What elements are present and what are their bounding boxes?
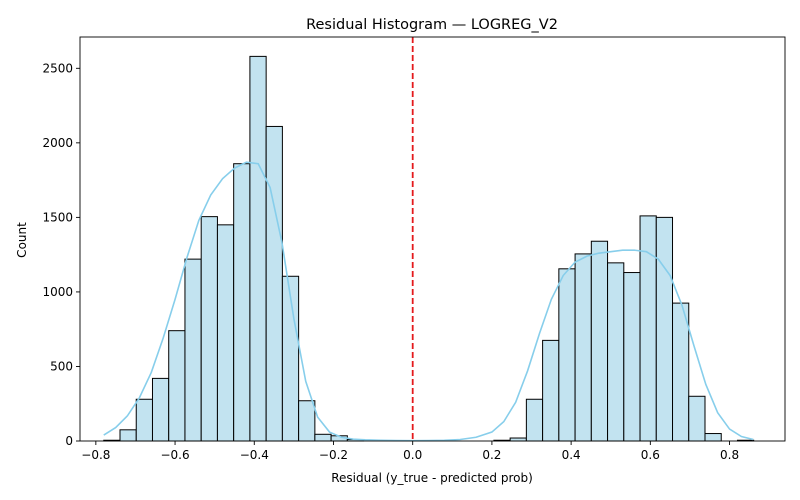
kde-curve <box>103 161 754 442</box>
histogram-bar <box>168 330 186 442</box>
x-tick-label: −0.4 <box>240 448 269 462</box>
histogram-bar <box>184 258 202 442</box>
histogram-bar <box>298 400 316 442</box>
histogram-bar <box>655 216 674 442</box>
histogram-bar <box>151 377 170 442</box>
x-axis-ticks: −0.8 −0.6 −0.4 −0.2 0.0 0.2 0.4 0.6 0.8 <box>81 441 739 462</box>
x-tick-label: −0.6 <box>160 448 189 462</box>
histogram-bar <box>672 302 690 442</box>
histogram-bars <box>103 55 755 442</box>
y-axis-title: Count <box>15 222 29 258</box>
histogram-bar <box>216 224 235 442</box>
histogram-bar <box>200 216 218 442</box>
histogram-bar <box>135 398 153 442</box>
x-tick-label: 0.6 <box>641 448 660 462</box>
histogram-bar <box>623 272 641 442</box>
histogram-bar <box>525 398 544 442</box>
histogram-bar <box>249 55 267 442</box>
x-tick-label: −0.2 <box>319 448 348 462</box>
histogram-bar <box>314 433 332 442</box>
y-tick-label: 2500 <box>42 61 73 75</box>
histogram-bar <box>542 339 560 442</box>
x-tick-label: 0.4 <box>562 448 581 462</box>
y-tick-label: 1000 <box>42 285 73 299</box>
chart-title: Residual Histogram — LOGREG_V2 <box>306 17 558 33</box>
histogram-bar <box>558 268 576 442</box>
y-tick-label: 2000 <box>42 136 73 150</box>
plot-frame <box>79 36 786 442</box>
x-tick-label: −0.8 <box>81 448 110 462</box>
histogram-bar <box>233 163 251 442</box>
y-tick-label: 0 <box>65 434 73 448</box>
histogram-bar <box>607 262 625 442</box>
histogram-bar <box>265 125 283 442</box>
x-tick-label: 0.0 <box>403 448 422 462</box>
histogram-bar <box>704 433 722 442</box>
y-tick-label: 500 <box>50 359 73 373</box>
histogram-bar <box>688 395 706 442</box>
histogram-bar <box>574 253 592 442</box>
histogram-bar <box>590 240 609 442</box>
y-tick-label: 1500 <box>42 210 73 224</box>
histogram-bar <box>639 215 657 442</box>
histogram-bar <box>119 429 137 442</box>
y-axis-ticks: 0 500 1000 1500 2000 2500 <box>42 61 80 448</box>
x-axis-title: Residual (y_true - predicted prob) <box>331 471 533 485</box>
x-tick-label: 0.2 <box>482 448 501 462</box>
x-tick-label: 0.8 <box>720 448 739 462</box>
